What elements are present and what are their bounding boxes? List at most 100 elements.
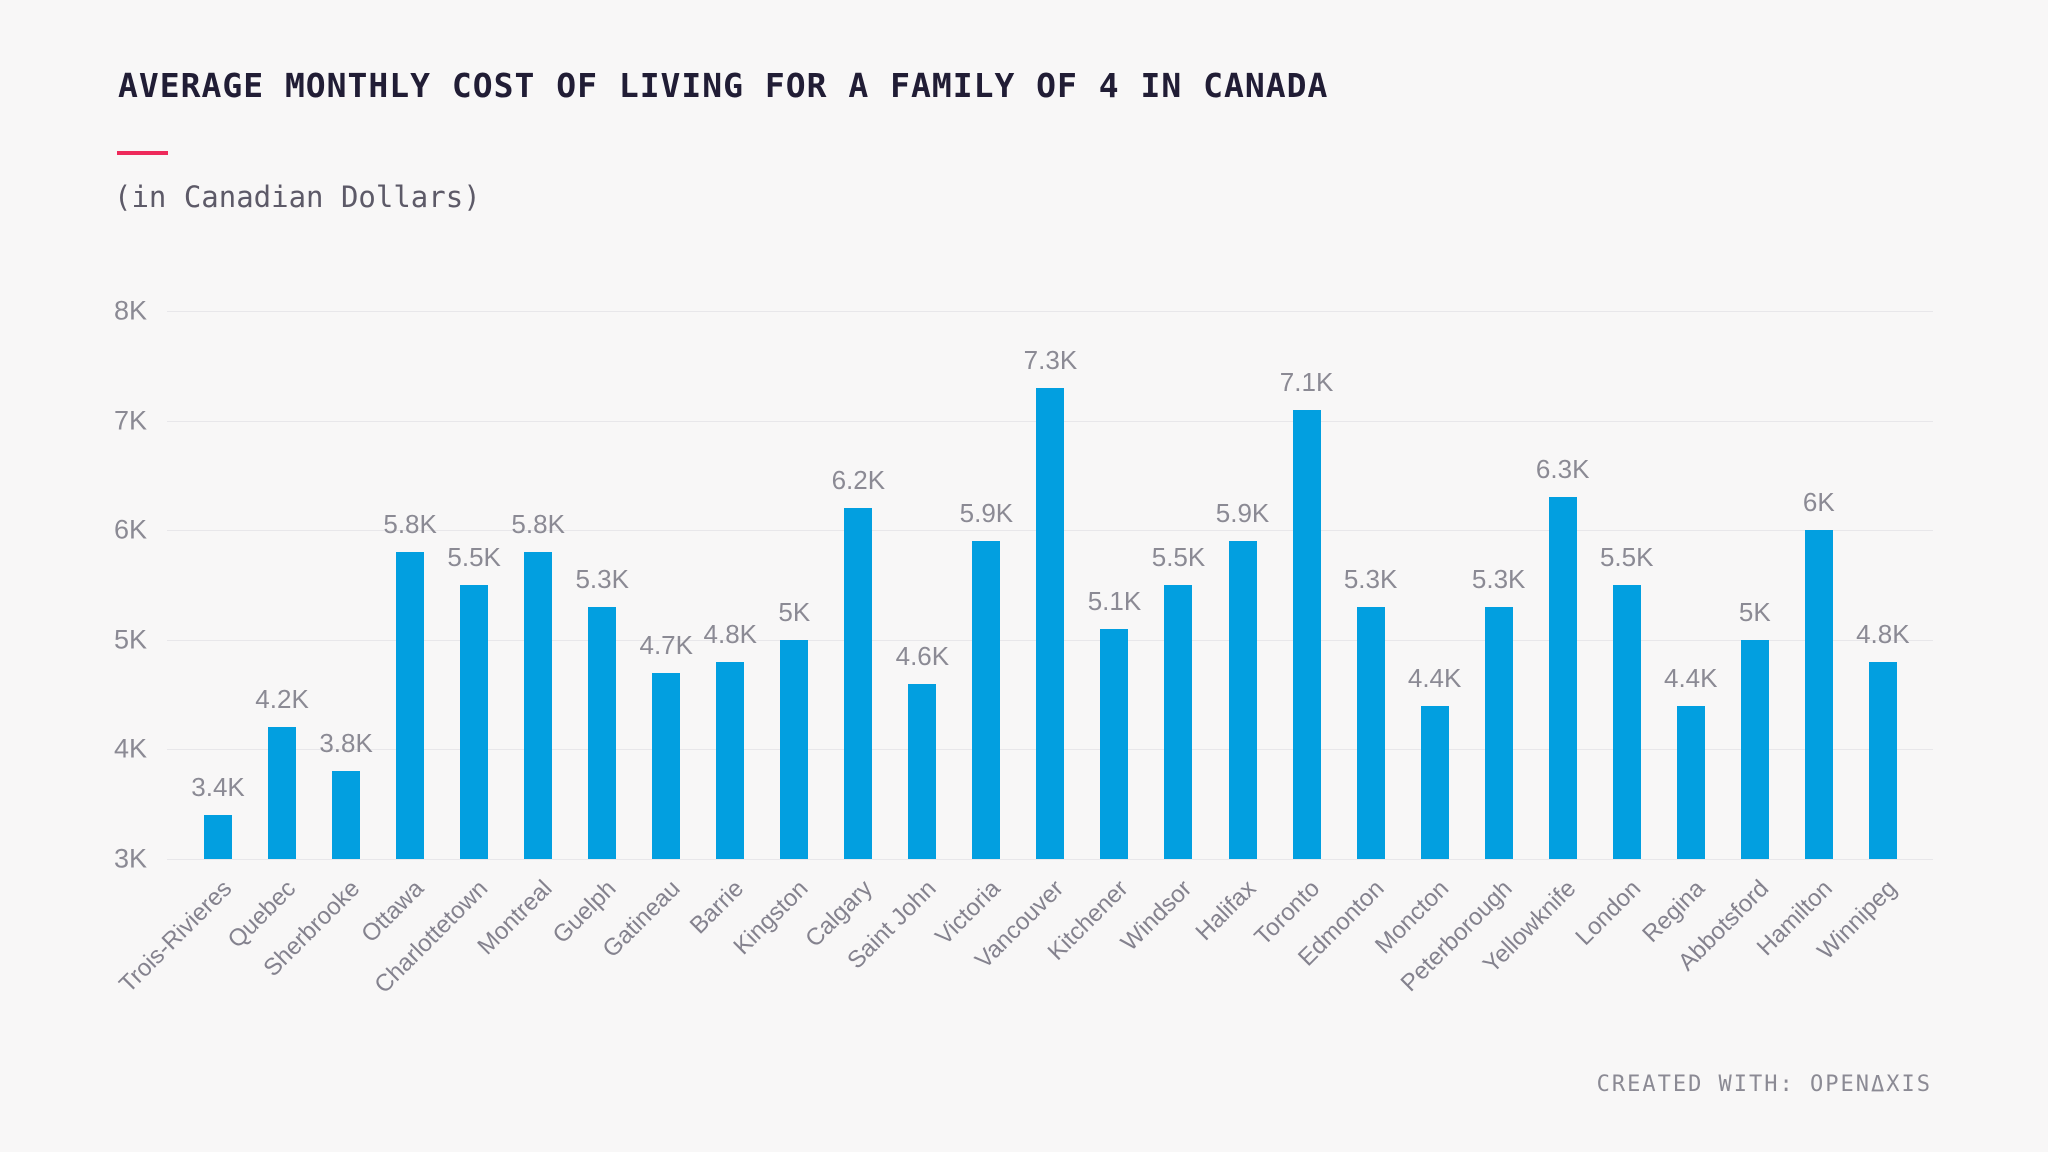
bar-column: 4.2K bbox=[250, 311, 314, 859]
value-label: 5.9K bbox=[1215, 498, 1270, 529]
value-label: 4.7K bbox=[639, 629, 693, 660]
bar-windsor bbox=[1164, 585, 1193, 859]
bar-column: 4.8K bbox=[698, 311, 762, 859]
value-label: 5.5K bbox=[1599, 542, 1654, 572]
chart-subtitle: (in Canadian Dollars) bbox=[114, 180, 481, 214]
bar-winnipeg bbox=[1868, 661, 1897, 859]
bar-column: 5.5K bbox=[1595, 311, 1659, 859]
bar-column: 5K bbox=[1723, 311, 1787, 859]
value-label: 6K bbox=[1802, 487, 1835, 518]
value-label: 7.3K bbox=[1023, 344, 1078, 375]
bar-charlottetown bbox=[460, 585, 489, 859]
x-label-cell: Abbotsford bbox=[1673, 859, 1787, 1059]
bar-regina bbox=[1676, 705, 1705, 859]
value-label: 3.8K bbox=[319, 728, 373, 759]
value-label: 5.8K bbox=[383, 509, 437, 540]
title-underline-accent bbox=[117, 151, 168, 155]
x-label-cell: Kingston bbox=[728, 859, 826, 1059]
x-label-cell: Vancouver bbox=[971, 859, 1082, 1059]
bar-kitchener bbox=[1100, 628, 1129, 859]
y-tick-label-3k: 3K bbox=[113, 843, 147, 874]
plot-area: 8K 7K 6K 5K 4K 3K 3.4K 4.2K 3.8K 5.8K 5.5K 5.8K 5.3… bbox=[114, 296, 1933, 999]
bar-edmonton bbox=[1356, 606, 1385, 859]
bar-column: 4.4K bbox=[1403, 311, 1467, 859]
bar-montreal bbox=[524, 552, 553, 859]
bar-column: 5.5K bbox=[442, 311, 506, 859]
bar-column: 4.4K bbox=[1659, 311, 1723, 859]
bar-column: 5.3K bbox=[570, 311, 634, 859]
x-label-cell: Windsor bbox=[1116, 859, 1210, 1059]
value-label: 7.1K bbox=[1279, 366, 1334, 397]
bar-toronto bbox=[1292, 409, 1321, 859]
x-label-cell: London bbox=[1570, 859, 1659, 1059]
value-label: 5.1K bbox=[1087, 585, 1142, 616]
x-label-cell: Kitchener bbox=[1043, 859, 1146, 1059]
bar-saint-john bbox=[908, 683, 937, 859]
footer-credit: CREATED WITH: OPENΔXIS bbox=[1596, 1072, 1932, 1097]
x-label-cell: Yellowknife bbox=[1478, 859, 1595, 1059]
x-label-cell: Winnipeg bbox=[1812, 859, 1915, 1059]
value-label: 6.2K bbox=[831, 465, 886, 496]
value-label: 5.5K bbox=[1151, 542, 1206, 572]
bar-vancouver bbox=[1036, 387, 1065, 859]
bar-column: 3.4K bbox=[186, 311, 250, 859]
x-label-cell: Hamilton bbox=[1752, 859, 1851, 1059]
bar-london bbox=[1612, 585, 1641, 859]
bar-column: 6.2K bbox=[826, 311, 890, 859]
bar-quebec bbox=[268, 727, 297, 859]
bar-column: 5.5K bbox=[1146, 311, 1210, 859]
value-label: 5.8K bbox=[511, 509, 565, 540]
value-label: 4.6K bbox=[895, 640, 950, 671]
bar-kingston bbox=[780, 639, 809, 859]
bar-column: 6K bbox=[1787, 311, 1851, 859]
value-label: 5.3K bbox=[575, 563, 629, 594]
value-label: 5.3K bbox=[1471, 563, 1526, 594]
bar-column: 5.3K bbox=[1467, 311, 1531, 859]
gridline-3k: 3K bbox=[114, 844, 1933, 874]
bar-gatineau bbox=[652, 672, 681, 859]
x-label-cell: Barrie bbox=[685, 859, 762, 1059]
bar-victoria bbox=[972, 541, 1001, 859]
x-label-cell: Sherbrooke bbox=[258, 859, 378, 1059]
value-label: 3.4K bbox=[191, 772, 245, 803]
x-label-cell: Charlottetown bbox=[369, 859, 506, 1059]
bar-column: 5.9K bbox=[954, 311, 1018, 859]
y-tick-label-6k: 6K bbox=[113, 514, 147, 545]
bar-column: 5K bbox=[762, 311, 826, 859]
bar-column: 7.1K bbox=[1275, 311, 1339, 859]
bar-column: 5.8K bbox=[506, 311, 570, 859]
value-label: 4.8K bbox=[703, 618, 758, 649]
bar-column: 3.8K bbox=[314, 311, 378, 859]
bar-column: 5.8K bbox=[378, 311, 442, 859]
value-label: 5.9K bbox=[959, 498, 1014, 529]
value-label: 5K bbox=[1738, 596, 1771, 627]
value-label: 5.3K bbox=[1343, 563, 1398, 594]
value-label: 4.4K bbox=[1407, 662, 1462, 693]
bar-guelph bbox=[588, 606, 617, 859]
bar-halifax bbox=[1228, 541, 1257, 859]
bar-column: 5.1K bbox=[1082, 311, 1146, 859]
x-label-cell: Guelph bbox=[547, 859, 634, 1059]
value-label: 4.2K bbox=[255, 684, 309, 715]
value-label: 4.8K bbox=[1856, 618, 1910, 649]
bar-column: 6.3K bbox=[1531, 311, 1595, 859]
bar-sherbrooke bbox=[332, 771, 361, 859]
bar-abbotsford bbox=[1740, 639, 1769, 859]
x-label-cell: Trois-Rivieres bbox=[114, 859, 250, 1059]
bars-layer: 3.4K 4.2K 3.8K 5.8K 5.5K 5.8K 5.3K 4.7K 4.8K 5K 6.… bbox=[167, 311, 1933, 859]
value-label: 5.5K bbox=[447, 542, 501, 572]
value-label: 5K bbox=[778, 596, 811, 627]
bar-calgary bbox=[844, 508, 873, 859]
bar-barrie bbox=[716, 661, 745, 859]
y-tick-label-8k: 8K bbox=[113, 295, 147, 326]
x-label-cell: Gatineau bbox=[597, 859, 698, 1059]
chart-title: AVERAGE MONTHLY COST OF LIVING FOR A FAM… bbox=[118, 66, 1329, 105]
bar-column: 5.3K bbox=[1339, 311, 1403, 859]
x-label-cell: Montreal bbox=[472, 859, 570, 1059]
bar-peterborough bbox=[1484, 606, 1513, 859]
bar-column: 4.8K bbox=[1851, 311, 1915, 859]
bar-hamilton bbox=[1804, 530, 1833, 859]
bar-column: 4.7K bbox=[634, 311, 698, 859]
bar-trois-rivieres bbox=[204, 815, 233, 859]
y-tick-label-5k: 5K bbox=[113, 624, 147, 655]
